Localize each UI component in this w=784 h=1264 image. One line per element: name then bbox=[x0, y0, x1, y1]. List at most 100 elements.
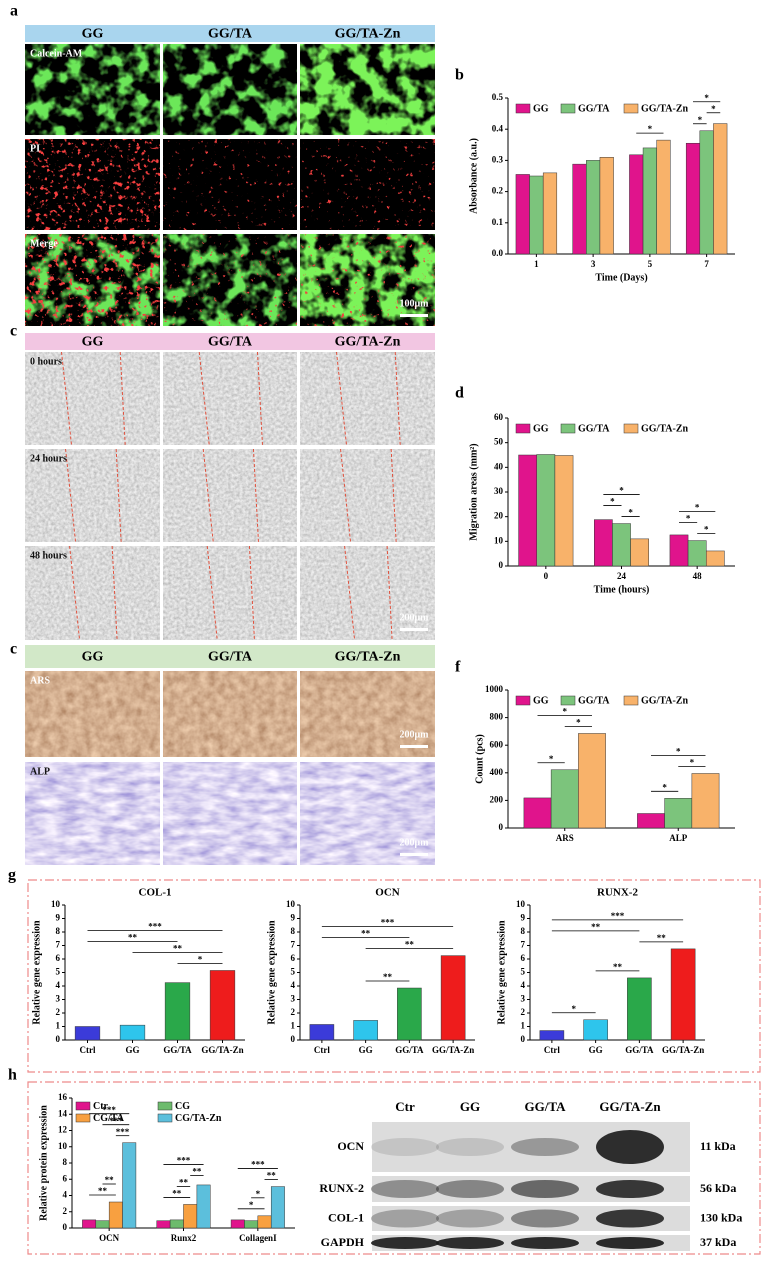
panel-g-frame bbox=[27, 879, 761, 1073]
header-bar bbox=[25, 25, 435, 42]
significance-label: * bbox=[619, 486, 624, 496]
y-tick-label: 7 bbox=[291, 940, 296, 950]
scratch-edge bbox=[202, 448, 214, 543]
significance-label: ** bbox=[267, 1171, 277, 1181]
scale-bar bbox=[400, 314, 428, 317]
scratch-edge bbox=[340, 448, 352, 543]
y-tick-label: 10 bbox=[516, 899, 526, 909]
y-tick-label: 5 bbox=[521, 967, 526, 977]
y-axis-label: Relative gene expression bbox=[266, 920, 277, 1025]
y-tick-label: 9 bbox=[521, 913, 526, 923]
bar bbox=[270, 1186, 285, 1229]
bar bbox=[82, 1219, 97, 1229]
significance-label: * bbox=[704, 93, 709, 103]
bar bbox=[664, 798, 693, 829]
y-tick-label: 0 bbox=[521, 1034, 526, 1044]
blot-band bbox=[511, 1180, 579, 1198]
bar bbox=[209, 970, 236, 1041]
significance-label: * bbox=[256, 1189, 261, 1199]
significance-label: *** bbox=[109, 1116, 123, 1126]
micrograph bbox=[300, 762, 435, 865]
bar bbox=[529, 175, 544, 255]
y-tick-label: 4 bbox=[56, 980, 61, 990]
y-tick-label: 800 bbox=[490, 712, 504, 722]
significance-label: *** bbox=[116, 1127, 130, 1137]
y-axis-label: Absorbance (a.u.) bbox=[468, 138, 479, 214]
bar bbox=[353, 1020, 378, 1041]
significance-label: * bbox=[628, 508, 633, 518]
blot-band bbox=[436, 1180, 504, 1198]
bar bbox=[156, 1220, 171, 1229]
y-tick-label: 0 bbox=[499, 560, 504, 570]
legend-swatch bbox=[157, 1101, 173, 1111]
y-tick-label: 1000 bbox=[485, 684, 504, 694]
significance-label: * bbox=[695, 503, 700, 513]
bar bbox=[578, 733, 606, 829]
y-tick-label: 10 bbox=[58, 1141, 68, 1151]
x-tick-label: ARS bbox=[556, 833, 574, 843]
significance-label: *** bbox=[148, 922, 162, 932]
y-tick-label: 2 bbox=[521, 1007, 526, 1017]
blot-band bbox=[371, 1180, 439, 1198]
significance-label: * bbox=[563, 707, 568, 717]
bar bbox=[523, 797, 552, 829]
legend-swatch bbox=[515, 103, 531, 114]
x-tick-label: GG/TA-Zn bbox=[201, 1045, 243, 1055]
panel-label: c bbox=[10, 323, 17, 340]
micrograph bbox=[300, 449, 435, 542]
scale-bar bbox=[400, 853, 428, 856]
y-tick-label: 0 bbox=[291, 1034, 296, 1044]
scratch-edge bbox=[390, 448, 397, 543]
scratch-edge bbox=[394, 351, 401, 446]
blot-band bbox=[596, 1237, 664, 1249]
y-tick-label: 5 bbox=[291, 967, 296, 977]
y-tick-label: 40 bbox=[494, 461, 504, 471]
bar bbox=[119, 1024, 146, 1041]
x-tick-label: GG bbox=[125, 1045, 139, 1055]
micrograph bbox=[25, 44, 160, 135]
legend-label: Ctr bbox=[93, 1101, 109, 1112]
panel-label: h bbox=[8, 1067, 17, 1084]
significance-label: ** bbox=[657, 933, 667, 943]
scale-bar-label: 200μm bbox=[400, 612, 430, 623]
y-tick-label: 9 bbox=[291, 913, 296, 923]
y-tick-label: 0.5 bbox=[492, 92, 504, 102]
scale-bar-label: 200μm bbox=[400, 837, 430, 848]
y-tick-label: 4 bbox=[63, 1190, 68, 1200]
bar bbox=[669, 534, 689, 567]
x-tick-label: GG/TA bbox=[625, 1045, 654, 1055]
significance-label: * bbox=[676, 747, 681, 757]
significance-label: *** bbox=[381, 918, 395, 928]
y-tick-label: 6 bbox=[291, 953, 296, 963]
x-tick-label: GG/TA bbox=[163, 1045, 192, 1055]
y-tick-label: 3 bbox=[56, 994, 61, 1004]
bar bbox=[164, 982, 191, 1041]
bar bbox=[594, 519, 613, 567]
column-label: GG/TA bbox=[208, 27, 253, 42]
x-tick-label: GG/TA-Zn bbox=[662, 1045, 704, 1055]
panel-h-frame bbox=[27, 1081, 761, 1255]
blot-size-label: 37 kDa bbox=[700, 1235, 736, 1249]
blot-band bbox=[596, 1180, 664, 1198]
column-label: GG/TA-Zn bbox=[335, 650, 401, 665]
y-tick-label: 7 bbox=[521, 940, 526, 950]
row-label: ARS bbox=[30, 675, 50, 686]
significance-label: * bbox=[549, 754, 554, 764]
column-label: GG bbox=[82, 27, 104, 42]
legend-label: GG/TA bbox=[578, 423, 610, 434]
micrograph bbox=[163, 139, 297, 230]
significance-label: ** bbox=[179, 1178, 189, 1188]
bar bbox=[518, 454, 538, 567]
y-tick-label: 0.2 bbox=[492, 186, 504, 196]
y-tick-label: 0.3 bbox=[492, 154, 504, 164]
x-tick-label: GG/TA bbox=[395, 1045, 424, 1055]
y-tick-label: 6 bbox=[521, 953, 526, 963]
scratch-edge bbox=[69, 545, 81, 641]
x-tick-label: GG bbox=[359, 1045, 373, 1055]
x-tick-label: Runx2 bbox=[171, 1233, 197, 1243]
significance-label: ** bbox=[98, 1186, 108, 1196]
y-tick-label: 4 bbox=[291, 980, 296, 990]
bar bbox=[536, 454, 556, 567]
blot-column-label: GG/TA-Zn bbox=[599, 1099, 661, 1114]
